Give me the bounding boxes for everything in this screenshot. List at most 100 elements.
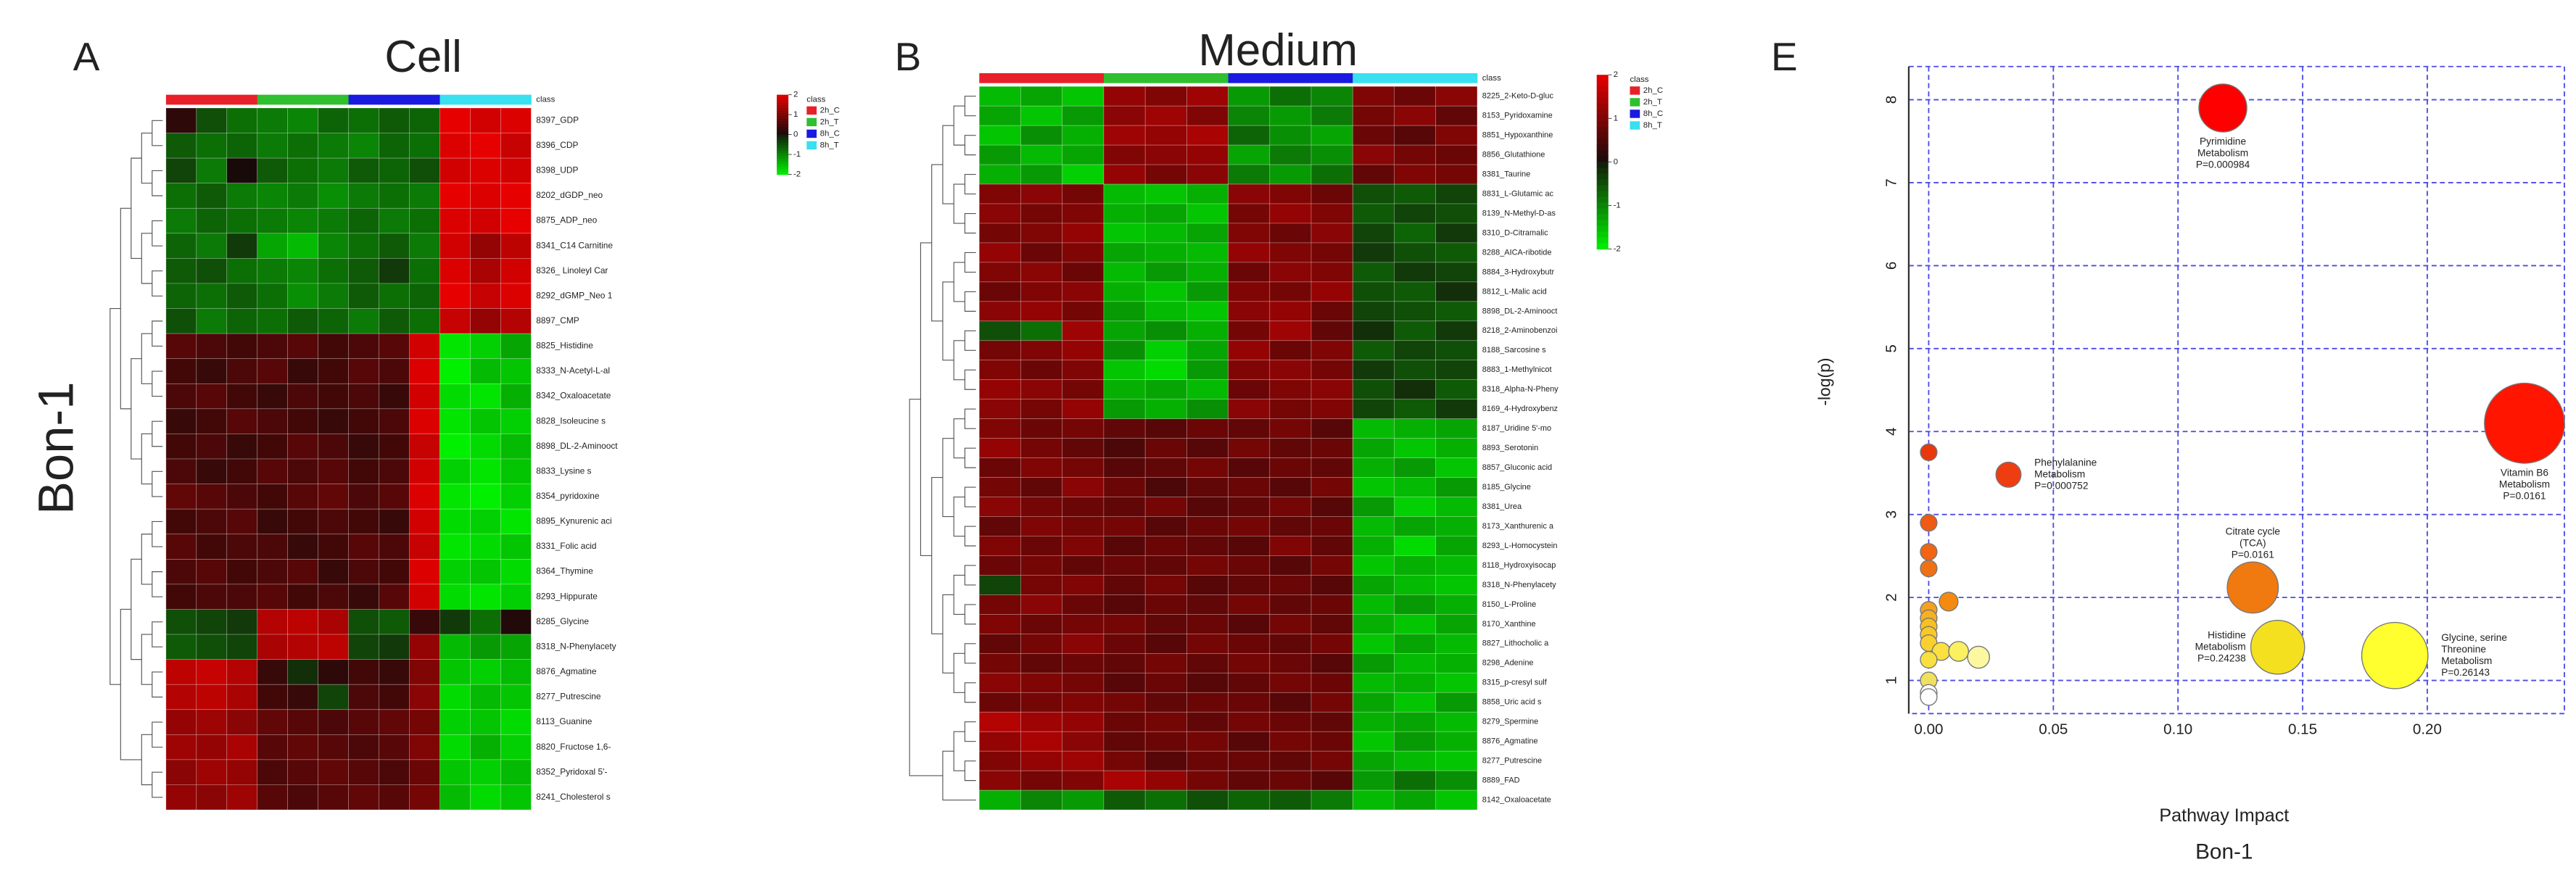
heat-cell: [500, 333, 532, 360]
heat-cell: [165, 408, 197, 434]
heat-cell: [287, 233, 319, 259]
legend-label: 8h_C: [1643, 109, 1663, 118]
heat-cell: [379, 258, 410, 284]
heat-cell: [1103, 223, 1146, 244]
heat-cell: [165, 383, 197, 410]
heat-cell: [318, 358, 349, 384]
row-label: 8884_3-Hydroxybutr: [1482, 268, 1555, 276]
heat-cell: [1228, 164, 1271, 185]
heat-cell: [196, 508, 228, 535]
heat-cell: [1352, 223, 1395, 244]
heat-cell: [1310, 262, 1353, 283]
heat-cell: [1310, 536, 1353, 556]
legend-swatch: [806, 141, 817, 150]
heat-cell: [287, 609, 319, 635]
heat-cell: [439, 408, 471, 434]
heat-cell: [1435, 672, 1478, 693]
heat-cell: [1394, 360, 1437, 381]
heat-cell: [1144, 457, 1187, 478]
heat-cell: [1020, 750, 1063, 771]
heat-cell: [1103, 711, 1146, 732]
heat-cell: [257, 484, 289, 510]
heat-cell: [226, 283, 258, 309]
heat-cell: [196, 484, 228, 510]
heat-cell: [348, 157, 379, 184]
heat-cell: [470, 684, 501, 710]
colorbar-tick-label: -1: [793, 150, 801, 159]
colorbar-step: [1596, 162, 1609, 169]
heat-cell: [348, 709, 379, 735]
heat-cell: [196, 609, 228, 635]
heat-cell: [165, 734, 197, 760]
heat-cell: [257, 558, 289, 585]
heat-cell: [379, 634, 410, 660]
heat-cell: [978, 516, 1021, 536]
heat-cell: [1352, 144, 1395, 165]
heat-cell: [1062, 360, 1105, 381]
colorbar-step: [1596, 243, 1609, 250]
heat-cell: [379, 684, 410, 710]
heat-cell: [978, 575, 1021, 595]
heat-cell: [1352, 497, 1395, 517]
heat-cell: [348, 358, 379, 384]
heat-cell: [439, 508, 471, 535]
class-bar-cell: [226, 94, 258, 105]
row-label: 8857_Gluconic acid: [1482, 463, 1552, 472]
heat-cell: [1352, 516, 1395, 536]
heat-cell: [409, 684, 440, 710]
row-label: 8285_Glycine: [536, 616, 589, 626]
heat-cell: [1020, 399, 1063, 420]
heat-cell: [318, 308, 349, 334]
bubble: [1920, 514, 1938, 532]
colorbar-step: [777, 126, 789, 130]
heat-cell: [379, 458, 410, 484]
heat-cell: [1394, 203, 1437, 224]
class-bar-cell: [409, 94, 440, 105]
bubble: [1920, 443, 1938, 462]
heat-cell: [318, 333, 349, 360]
legend-swatch: [806, 106, 817, 115]
heat-cell: [379, 584, 410, 610]
heat-cell: [1352, 477, 1395, 497]
point-label: Pyrimidine: [2200, 136, 2246, 146]
row-label: 8292_dGMP_Neo 1: [536, 290, 612, 300]
colorbar-step: [1596, 138, 1609, 146]
heat-cell: [978, 634, 1021, 654]
row-label: 8293_L-Homocystein: [1482, 542, 1558, 550]
class-bar-cell: [1353, 72, 1395, 83]
heat-cell: [978, 320, 1021, 341]
heat-cell: [1144, 770, 1187, 791]
heat-cell: [1394, 281, 1437, 302]
y-tick-label: 7: [1883, 178, 1900, 186]
heat-cell: [1394, 418, 1437, 439]
heat-cell: [1310, 379, 1353, 400]
row-label: 8118_Hydroxyisocap: [1482, 561, 1556, 570]
heat-cell: [196, 107, 228, 133]
heat-cell: [165, 659, 197, 685]
point-label: Citrate cycle: [2226, 526, 2281, 537]
heat-cell: [196, 133, 228, 159]
heat-cell: [1228, 340, 1271, 361]
heat-cell: [500, 283, 532, 309]
heat-cell: [257, 258, 289, 284]
bubble: [1920, 688, 1938, 706]
heat-cell: [1435, 242, 1478, 263]
heat-cell: [348, 183, 379, 209]
heat-cell: [470, 408, 501, 434]
heat-cell: [1062, 144, 1105, 165]
heat-cell: [1186, 262, 1229, 283]
heat-cell: [348, 584, 379, 610]
heat-cell: [1186, 418, 1229, 439]
row-label: 8277_Putrescine: [1482, 757, 1542, 766]
heat-cell: [379, 408, 410, 434]
heat-cell: [500, 107, 532, 133]
heat-cell: [226, 534, 258, 560]
heat-cell: [1435, 125, 1478, 146]
colorbar-step: [1596, 104, 1609, 110]
heat-cell: [318, 659, 349, 685]
heat-cell: [1186, 516, 1229, 536]
heat-cell: [1435, 789, 1478, 811]
heat-cell: [1269, 575, 1312, 595]
point-label: Histidine: [2208, 629, 2246, 640]
